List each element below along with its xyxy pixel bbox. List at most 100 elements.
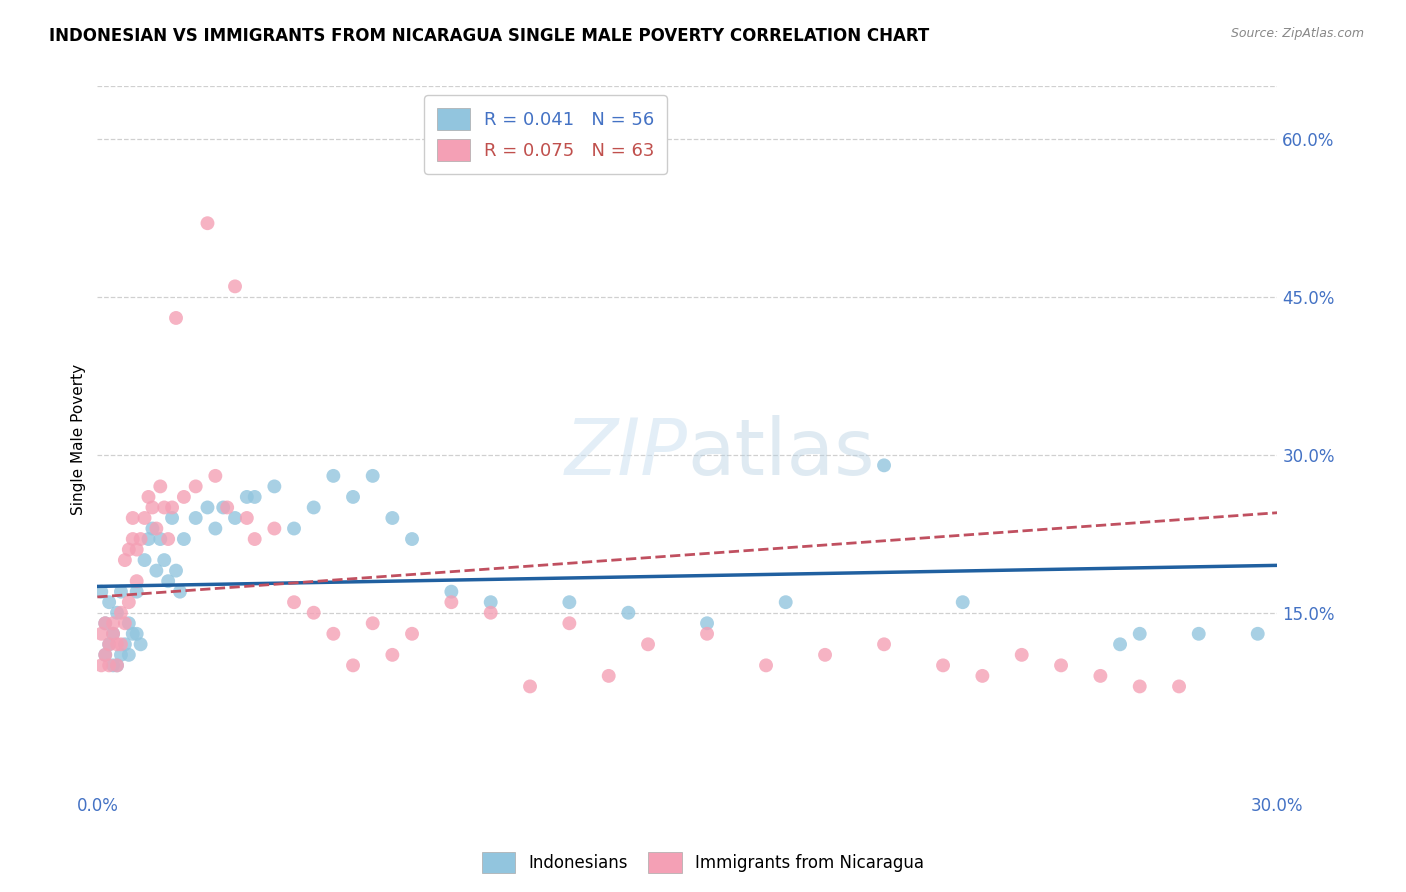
Point: [236, 511, 259, 525]
Point: [952, 595, 974, 609]
Point: [145, 522, 167, 536]
Point: [755, 658, 778, 673]
Point: [479, 595, 502, 609]
Point: [90, 584, 112, 599]
Point: [972, 669, 994, 683]
Point: [173, 490, 195, 504]
Point: [110, 637, 132, 651]
Point: [114, 616, 136, 631]
Point: [118, 542, 141, 557]
Text: Source: ZipAtlas.com: Source: ZipAtlas.com: [1230, 27, 1364, 40]
Point: [98, 658, 121, 673]
Point: [479, 606, 502, 620]
Point: [118, 648, 141, 662]
Point: [212, 500, 235, 515]
Point: [361, 616, 384, 631]
Point: [145, 564, 167, 578]
Point: [1109, 637, 1132, 651]
Point: [94, 648, 117, 662]
Point: [243, 490, 266, 504]
Point: [1188, 627, 1211, 641]
Point: [932, 658, 955, 673]
Point: [381, 648, 404, 662]
Text: INDONESIAN VS IMMIGRANTS FROM NICARAGUA SINGLE MALE POVERTY CORRELATION CHART: INDONESIAN VS IMMIGRANTS FROM NICARAGUA …: [49, 27, 929, 45]
Point: [217, 500, 239, 515]
Point: [110, 584, 132, 599]
Point: [302, 500, 325, 515]
Point: [696, 616, 718, 631]
Point: [342, 490, 364, 504]
Point: [129, 637, 152, 651]
Point: [90, 658, 112, 673]
Point: [283, 522, 305, 536]
Point: [696, 627, 718, 641]
Point: [322, 468, 344, 483]
Point: [121, 627, 143, 641]
Point: [519, 680, 541, 694]
Point: [401, 627, 423, 641]
Point: [283, 595, 305, 609]
Point: [121, 511, 143, 525]
Point: [118, 616, 141, 631]
Point: [1129, 627, 1152, 641]
Point: [184, 511, 207, 525]
Point: [1247, 627, 1270, 641]
Point: [101, 658, 124, 673]
Point: [141, 522, 163, 536]
Point: [125, 574, 148, 589]
Point: [236, 490, 259, 504]
Point: [440, 595, 463, 609]
Point: [184, 479, 207, 493]
Point: [105, 637, 128, 651]
Point: [125, 627, 148, 641]
Point: [138, 490, 160, 504]
Point: [105, 658, 128, 673]
Point: [160, 500, 183, 515]
Point: [342, 658, 364, 673]
Point: [110, 648, 132, 662]
Point: [873, 637, 896, 651]
Point: [204, 522, 226, 536]
Point: [263, 479, 285, 493]
Text: ZIP: ZIP: [564, 415, 688, 491]
Point: [138, 532, 160, 546]
Point: [157, 574, 180, 589]
Point: [1129, 680, 1152, 694]
Point: [141, 500, 163, 515]
Point: [134, 553, 156, 567]
Point: [149, 479, 172, 493]
Legend: Indonesians, Immigrants from Nicaragua: Indonesians, Immigrants from Nicaragua: [475, 846, 931, 880]
Point: [169, 584, 191, 599]
Point: [1090, 669, 1112, 683]
Point: [101, 616, 124, 631]
Point: [322, 627, 344, 641]
Point: [98, 637, 121, 651]
Point: [125, 584, 148, 599]
Point: [197, 500, 219, 515]
Text: atlas: atlas: [688, 415, 875, 491]
Point: [361, 468, 384, 483]
Point: [558, 616, 581, 631]
Point: [617, 606, 640, 620]
Point: [440, 584, 463, 599]
Point: [224, 511, 246, 525]
Point: [118, 595, 141, 609]
Point: [263, 522, 285, 536]
Point: [121, 532, 143, 546]
Point: [598, 669, 620, 683]
Point: [105, 606, 128, 620]
Point: [775, 595, 797, 609]
Point: [149, 532, 172, 546]
Point: [814, 648, 837, 662]
Point: [165, 310, 187, 325]
Point: [224, 279, 246, 293]
Point: [110, 606, 132, 620]
Point: [243, 532, 266, 546]
Point: [160, 511, 183, 525]
Point: [197, 216, 219, 230]
Point: [101, 627, 124, 641]
Point: [94, 648, 117, 662]
Point: [129, 532, 152, 546]
Point: [114, 637, 136, 651]
Point: [165, 564, 187, 578]
